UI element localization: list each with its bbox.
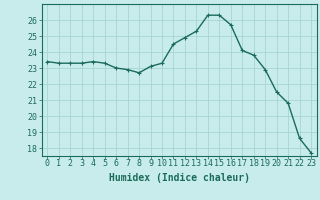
X-axis label: Humidex (Indice chaleur): Humidex (Indice chaleur) [109, 173, 250, 183]
